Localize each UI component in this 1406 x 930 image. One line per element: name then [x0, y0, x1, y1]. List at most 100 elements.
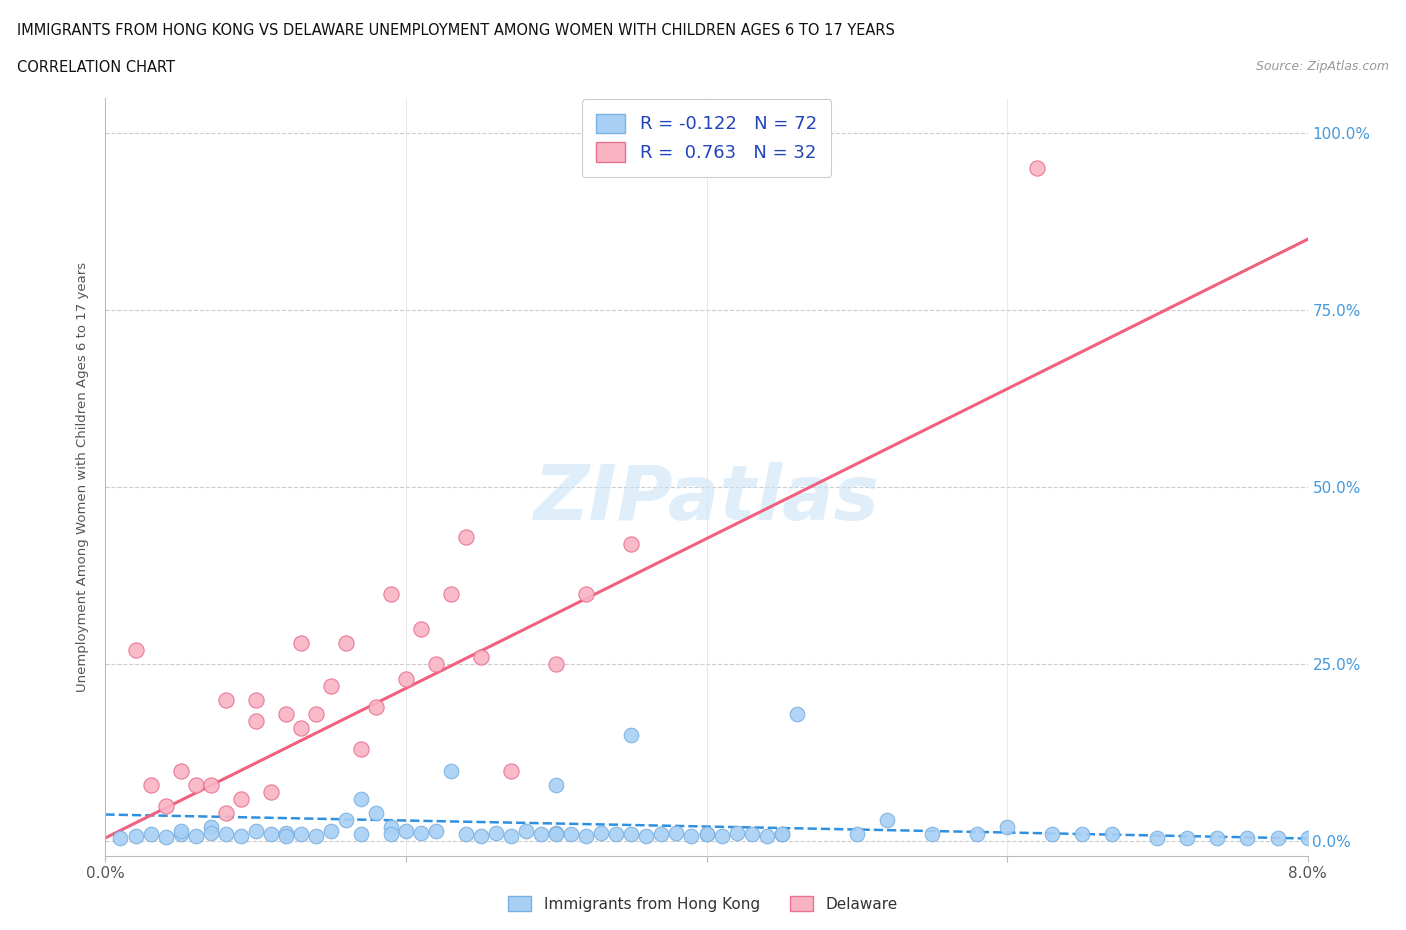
Point	[454, 529, 477, 544]
Point	[454, 827, 477, 842]
Point	[440, 586, 463, 601]
Point	[139, 777, 162, 792]
Point	[305, 707, 328, 722]
Point	[229, 829, 252, 844]
Point	[395, 823, 418, 838]
Point	[110, 830, 132, 845]
Point	[1267, 830, 1289, 845]
Point	[319, 823, 342, 838]
Point	[364, 805, 387, 820]
Point	[335, 813, 357, 828]
Point	[725, 826, 748, 841]
Point	[1296, 830, 1319, 845]
Point	[636, 829, 658, 844]
Point	[1206, 830, 1229, 845]
Point	[290, 827, 312, 842]
Text: Source: ZipAtlas.com: Source: ZipAtlas.com	[1256, 60, 1389, 73]
Point	[966, 827, 988, 842]
Point	[245, 823, 267, 838]
Point	[845, 827, 868, 842]
Point	[1175, 830, 1198, 845]
Point	[274, 829, 297, 844]
Point	[530, 827, 553, 842]
Point	[245, 692, 267, 707]
Point	[710, 829, 733, 844]
Point	[409, 826, 432, 841]
Point	[1236, 830, 1258, 845]
Point	[290, 635, 312, 650]
Point	[1040, 827, 1063, 842]
Point	[995, 820, 1018, 835]
Point	[319, 678, 342, 693]
Point	[169, 823, 191, 838]
Point	[575, 829, 598, 844]
Point	[425, 657, 447, 671]
Point	[786, 707, 808, 722]
Point	[380, 586, 402, 601]
Point	[681, 829, 703, 844]
Point	[591, 826, 613, 841]
Point	[184, 777, 207, 792]
Point	[1101, 827, 1123, 842]
Point	[245, 713, 267, 728]
Point	[214, 827, 236, 842]
Point	[921, 827, 943, 842]
Point	[755, 829, 778, 844]
Point	[485, 826, 508, 841]
Point	[380, 827, 402, 842]
Point	[169, 827, 191, 842]
Point	[229, 791, 252, 806]
Point	[425, 823, 447, 838]
Point	[515, 823, 537, 838]
Text: CORRELATION CHART: CORRELATION CHART	[17, 60, 174, 75]
Text: IMMIGRANTS FROM HONG KONG VS DELAWARE UNEMPLOYMENT AMONG WOMEN WITH CHILDREN AGE: IMMIGRANTS FROM HONG KONG VS DELAWARE UN…	[17, 23, 894, 38]
Point	[124, 829, 146, 844]
Point	[305, 829, 328, 844]
Point	[501, 764, 523, 778]
Point	[350, 827, 373, 842]
Point	[741, 827, 763, 842]
Point	[1371, 830, 1393, 845]
Point	[260, 827, 283, 842]
Point	[770, 827, 793, 842]
Point	[770, 827, 793, 842]
Point	[214, 805, 236, 820]
Point	[124, 643, 146, 658]
Point	[409, 621, 432, 636]
Point	[620, 827, 643, 842]
Point	[546, 777, 568, 792]
Point	[139, 827, 162, 842]
Point	[470, 829, 492, 844]
Point	[876, 813, 898, 828]
Point	[380, 820, 402, 835]
Point	[335, 635, 357, 650]
Point	[546, 657, 568, 671]
Y-axis label: Unemployment Among Women with Children Ages 6 to 17 years: Unemployment Among Women with Children A…	[76, 261, 90, 692]
Point	[274, 707, 297, 722]
Point	[560, 827, 582, 842]
Point	[364, 699, 387, 714]
Point	[440, 764, 463, 778]
Point	[200, 820, 222, 835]
Legend: R = -0.122   N = 72, R =  0.763   N = 32: R = -0.122 N = 72, R = 0.763 N = 32	[582, 100, 831, 177]
Point	[260, 784, 283, 799]
Point	[1071, 827, 1094, 842]
Point	[169, 764, 191, 778]
Point	[395, 671, 418, 686]
Point	[650, 827, 672, 842]
Point	[620, 537, 643, 551]
Point	[605, 827, 627, 842]
Point	[155, 830, 177, 844]
Point	[620, 728, 643, 743]
Point	[575, 586, 598, 601]
Point	[696, 827, 718, 842]
Point	[290, 721, 312, 736]
Point	[1326, 830, 1348, 845]
Point	[350, 791, 373, 806]
Point	[214, 692, 236, 707]
Point	[1026, 161, 1049, 176]
Legend: Immigrants from Hong Kong, Delaware: Immigrants from Hong Kong, Delaware	[502, 890, 904, 918]
Point	[200, 777, 222, 792]
Point	[274, 826, 297, 841]
Text: ZIPatlas: ZIPatlas	[533, 462, 880, 537]
